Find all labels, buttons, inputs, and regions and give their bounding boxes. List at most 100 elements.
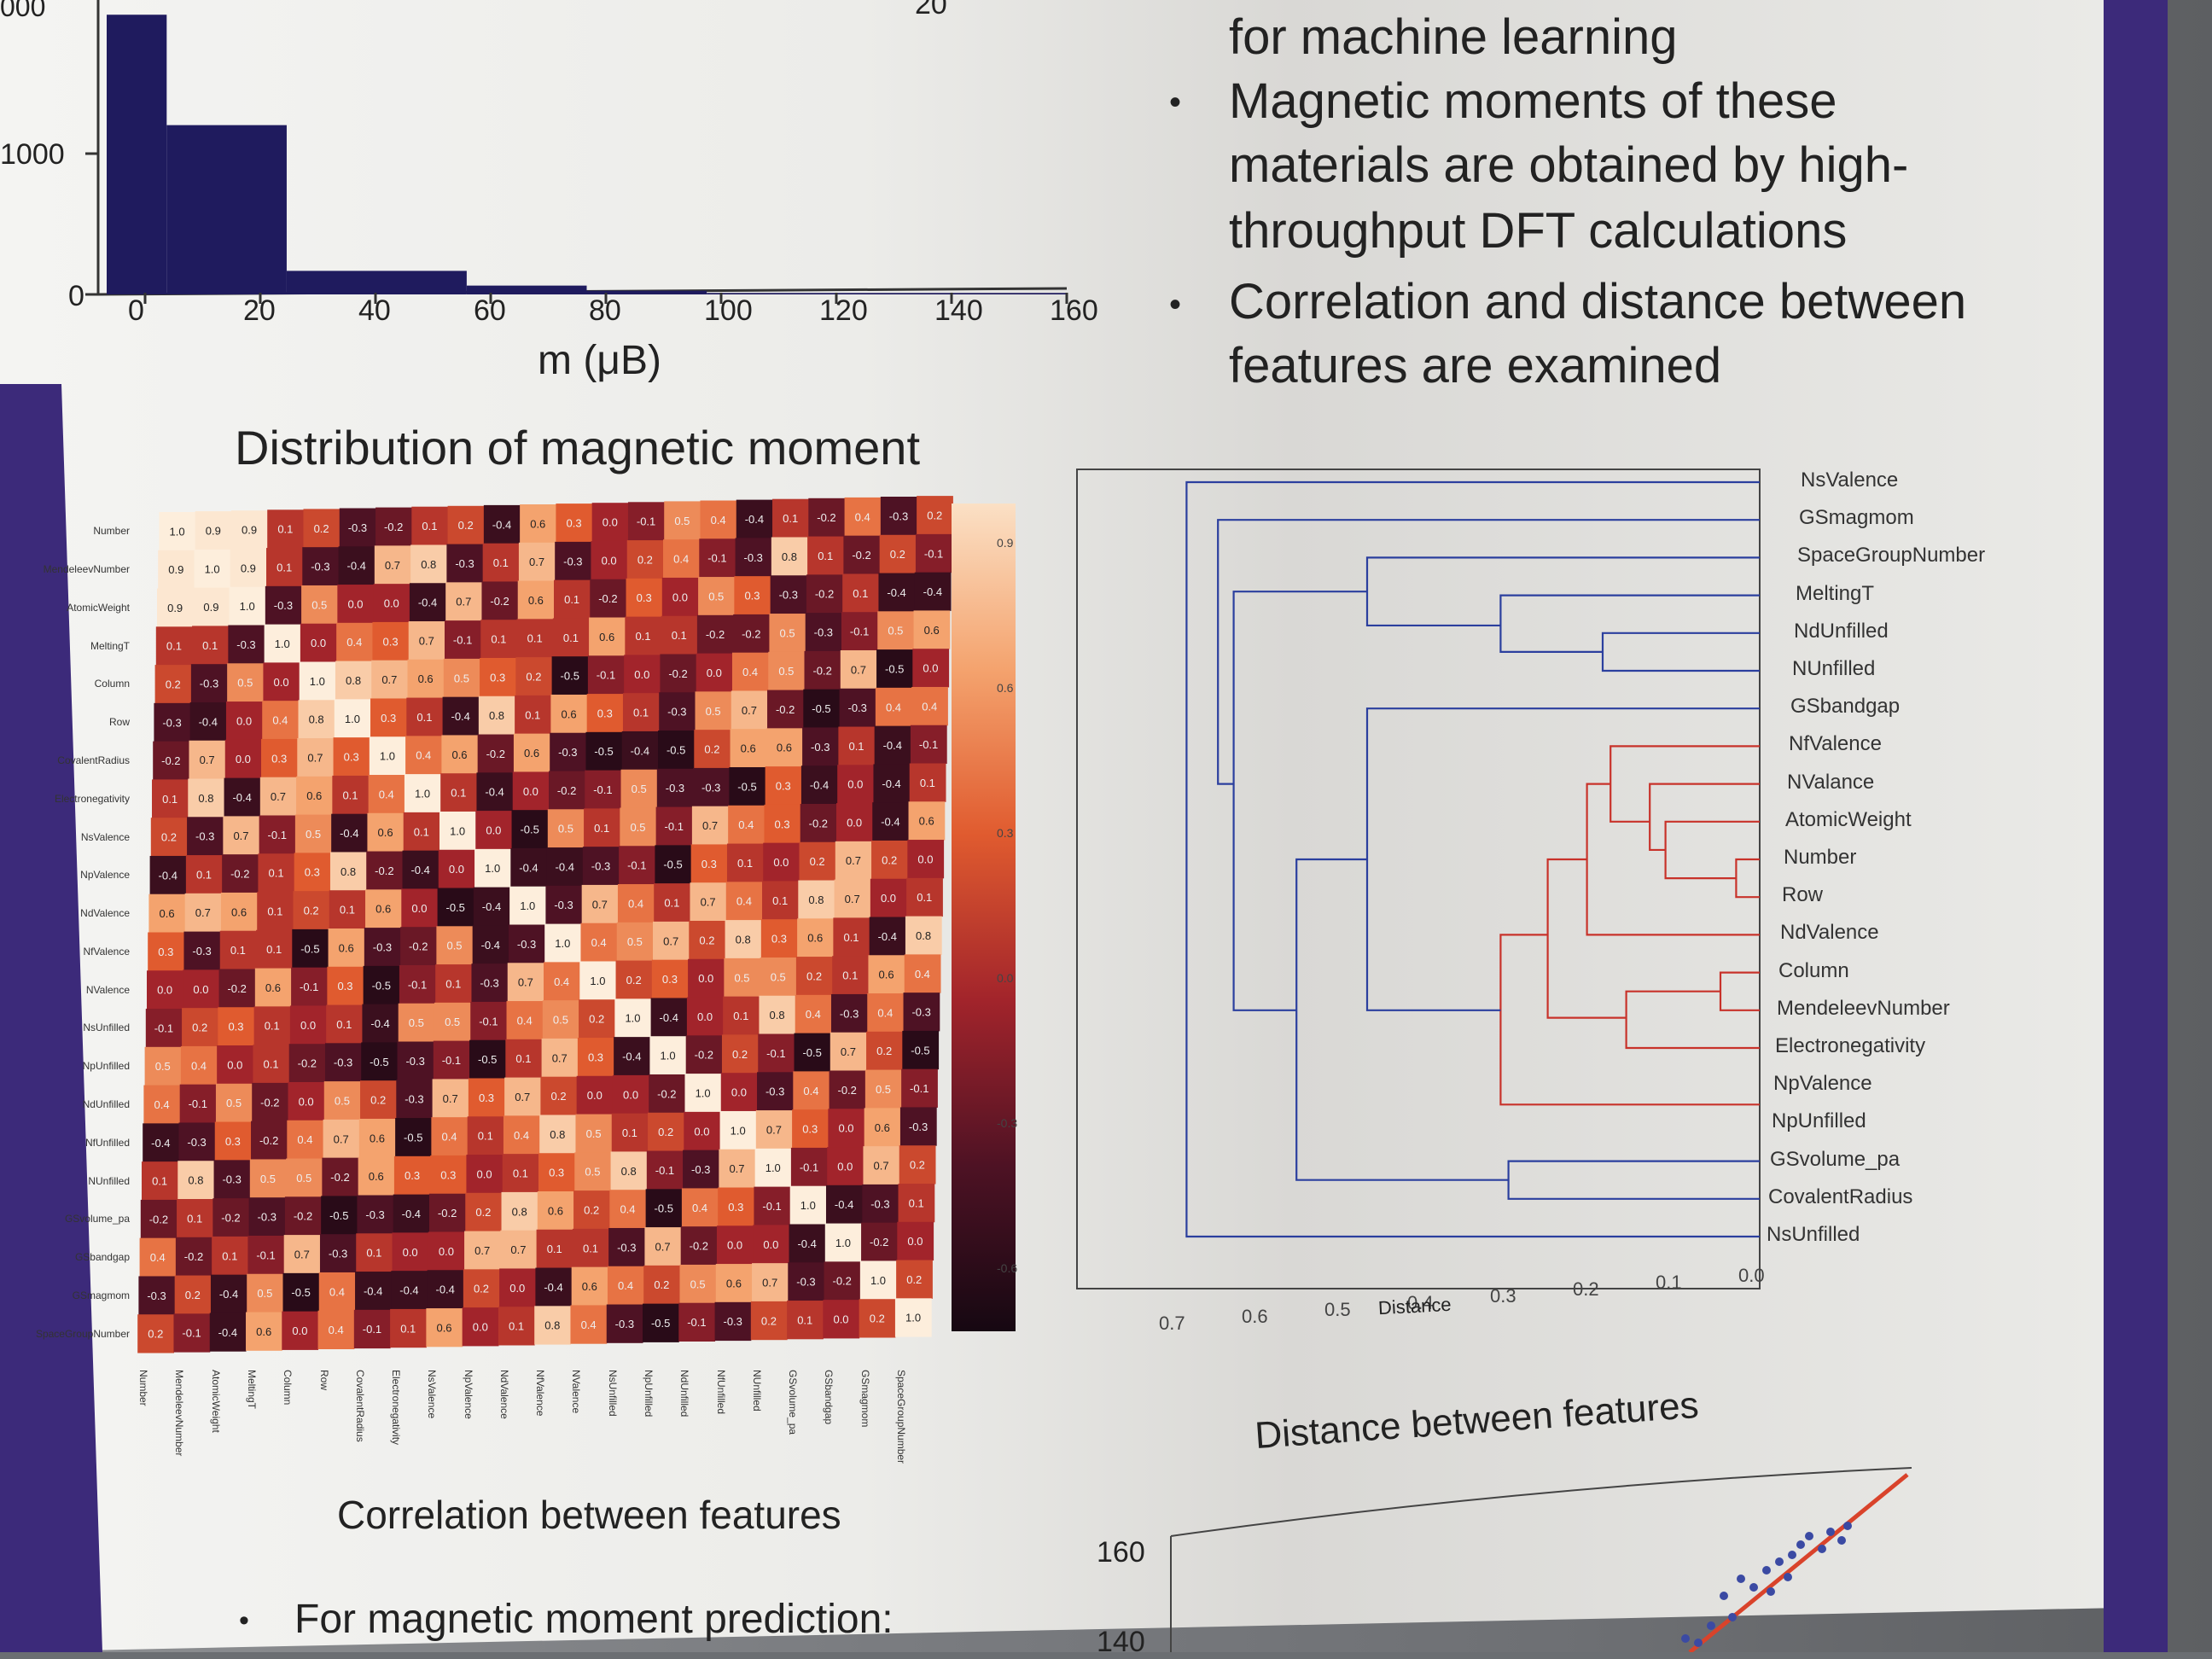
heatmap-cell-value: 1.0	[205, 562, 220, 575]
heatmap-cell	[210, 1274, 247, 1313]
heatmap-cell-value: -0.3	[840, 1007, 859, 1020]
heatmap-cell	[480, 657, 516, 697]
heatmap-cell-value: 0.2	[910, 1159, 925, 1172]
heatmap-cell	[322, 1157, 359, 1196]
heatmap-cell-value: 0.5	[780, 626, 795, 639]
heatmap-cell-value: 0.9	[241, 562, 256, 574]
heatmap-cell-value: 0.1	[527, 632, 543, 645]
heatmap-cell	[587, 655, 625, 695]
heatmap-cell-value: -0.4	[151, 1137, 170, 1150]
heatmap-cell-value: 0.5	[888, 625, 903, 637]
heatmap-cell	[663, 539, 700, 579]
heatmap-cell-value: -0.3	[405, 1093, 423, 1106]
heatmap-cell	[445, 582, 482, 621]
scatter-y-tick-140: 140	[1097, 1626, 1145, 1658]
heatmap-cell-value: 0.7	[334, 1132, 349, 1145]
heatmap-cell-value: 0.0	[347, 597, 363, 610]
heatmap-cell-value: -0.2	[668, 667, 687, 680]
heatmap-cell-value: 0.8	[736, 933, 751, 946]
heatmap-cell-value: -0.2	[221, 1211, 240, 1224]
heatmap-cell-value: -0.2	[298, 1057, 317, 1070]
heatmap-cell-value: 0.0	[837, 1160, 853, 1173]
heatmap-cell	[577, 1038, 614, 1077]
heatmap-cell	[770, 575, 807, 614]
heatmap-cell	[546, 847, 584, 887]
heatmap-cell-value: 0.5	[876, 1083, 891, 1096]
heatmap-cell-value: -0.4	[199, 715, 218, 728]
heatmap-cell-value: 0.4	[346, 636, 362, 649]
heatmap-cell	[730, 729, 767, 768]
heatmap-cell	[515, 695, 551, 735]
heatmap-cell	[798, 880, 835, 919]
heatmap-cell	[545, 885, 583, 925]
heatmap-cell	[803, 689, 841, 728]
heatmap-cell-value: 0.0	[917, 853, 933, 865]
heatmap-cell	[615, 960, 653, 999]
heatmap-cell-value: 0.4	[150, 1251, 166, 1264]
heatmap-cell	[719, 1149, 756, 1189]
heatmap-cell-value: -0.1	[766, 1047, 785, 1060]
heatmap-cell-value: -0.1	[762, 1200, 781, 1213]
heatmap-cell-value: 0.0	[697, 1010, 713, 1023]
heatmap-cell-value: 0.1	[917, 891, 932, 904]
heatmap-cell	[396, 1080, 434, 1119]
heatmap-cell	[614, 1037, 650, 1076]
heatmap-cell-value: 0.5	[226, 1097, 242, 1109]
bullet-text-line: For magnetic moment prediction:	[294, 1597, 894, 1642]
heatmap-cell-value: -0.3	[701, 781, 720, 794]
heatmap-cell-value: 0.2	[526, 670, 541, 683]
heatmap-cell-value: 0.1	[162, 793, 178, 806]
heatmap-cell-value: 1.0	[485, 862, 500, 875]
heatmap-cell	[800, 803, 837, 843]
heatmap-cell	[914, 572, 952, 611]
scatter-point	[1837, 1536, 1846, 1545]
heatmap-cell-value: -0.5	[520, 824, 538, 836]
heatmap-cell	[152, 779, 189, 818]
heatmap-cell	[483, 504, 521, 544]
heatmap-cell-value: -0.2	[557, 784, 576, 797]
heatmap-cell	[540, 1076, 578, 1115]
heatmap-cell-value: 0.0	[193, 983, 208, 996]
heatmap-cell	[433, 1040, 470, 1080]
heatmap-cell	[827, 1147, 864, 1186]
heatmap-cell	[808, 498, 846, 538]
heatmap-cell-value: 0.6	[231, 905, 247, 918]
heatmap-cell	[323, 1081, 361, 1121]
heatmap-cell	[824, 1223, 862, 1262]
heatmap-cell	[644, 1227, 682, 1266]
heatmap-cell-value: 0.2	[370, 1094, 386, 1107]
heatmap-cell-value: 0.2	[304, 905, 319, 917]
heatmap-cell	[797, 918, 834, 958]
heatmap-cell-value: -0.5	[404, 1131, 422, 1144]
heatmap-cell-value: 0.1	[818, 550, 833, 562]
heatmap-cell	[614, 998, 652, 1038]
heatmap-cell-value: -0.5	[329, 1209, 348, 1222]
heatmap-cell-value: -0.3	[691, 1163, 710, 1176]
heatmap-cell-value: 0.8	[188, 1174, 203, 1187]
heatmap-cell	[585, 731, 623, 771]
heatmap-cell	[580, 923, 618, 962]
heatmap-cell-value: 0.4	[628, 897, 643, 910]
heatmap-cell	[217, 1045, 253, 1085]
heatmap-cell	[228, 625, 265, 664]
heatmap-cell	[586, 694, 624, 733]
heatmap-cell-value: 0.0	[634, 668, 649, 681]
heatmap-cell-value: -0.3	[329, 1248, 347, 1260]
heatmap-cell-value: 0.3	[381, 712, 396, 725]
heatmap-cell-value: 0.1	[564, 593, 579, 606]
heatmap-cell	[861, 1222, 898, 1261]
heatmap-cell-value: -0.2	[812, 664, 831, 677]
histogram-bar	[586, 290, 707, 294]
heatmap-cell	[335, 661, 372, 700]
heatmap-cell-value: -0.2	[161, 754, 180, 767]
heatmap-cell	[829, 1070, 866, 1109]
bullet-text-line: Correlation and distance between	[1229, 274, 1967, 329]
heatmap-cell-value: 0.9	[167, 602, 183, 614]
heatmap-cell-value: 0.2	[314, 522, 329, 535]
heatmap-cell-value: 0.4	[736, 895, 752, 908]
heatmap-cell	[398, 1003, 435, 1043]
heatmap-cell	[155, 626, 193, 666]
heatmap-cell-value: 0.1	[513, 1167, 528, 1180]
heatmap-cell-value: 0.0	[299, 1095, 314, 1108]
